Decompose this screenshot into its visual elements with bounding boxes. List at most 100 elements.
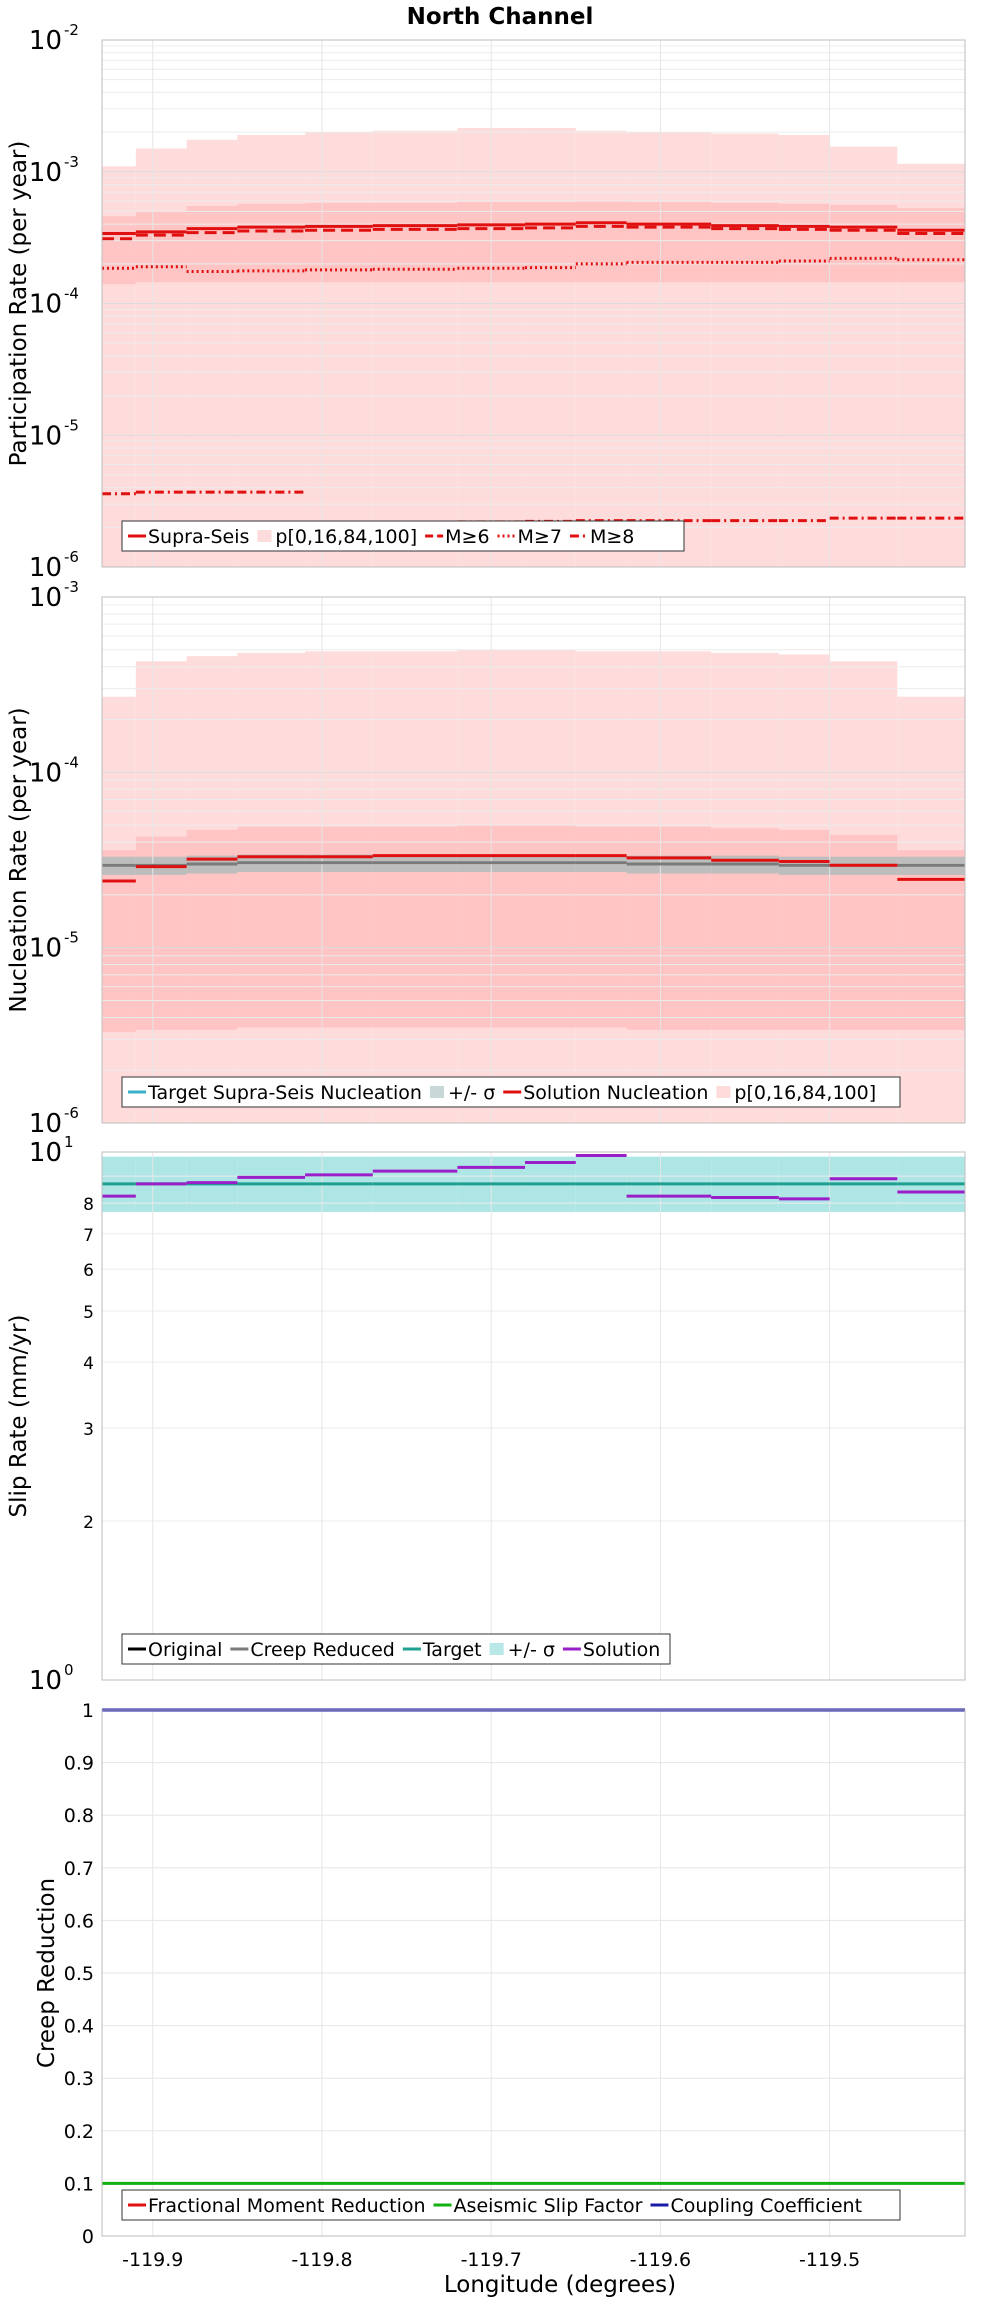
legend-box <box>121 520 685 552</box>
y-tick-exponent: -4 <box>64 753 79 771</box>
legend: Supra-Seis p[0,16,84,100] M≥6 M≥7 M≥8 <box>121 520 685 552</box>
y-tick-label: 0.5 <box>64 1963 94 1985</box>
y-tick-exponent: -3 <box>64 578 79 596</box>
legend-label-0: Original <box>148 1639 222 1661</box>
legend-label-1: Creep Reduced <box>250 1639 394 1661</box>
legend-label-3: +/- σ <box>508 1639 555 1661</box>
x-tick-label: -119.5 <box>799 2249 860 2271</box>
y-tick-label: 10 <box>29 158 62 188</box>
band-0-bin-11 <box>778 135 830 567</box>
band-1-bin-11 <box>778 203 830 283</box>
legend-label-1: p[0,16,84,100] <box>275 526 417 548</box>
legend-label-3: p[0,16,84,100] <box>734 1082 876 1104</box>
band-0-bin-9 <box>626 132 712 567</box>
y-axis-label: Nucleation Rate (per year) <box>6 707 32 1012</box>
legend-label-2: M≥6 <box>445 526 489 548</box>
band-0-bin-2 <box>186 139 238 567</box>
y-tick-label: 10 <box>29 1109 62 1139</box>
legend-label-4: M≥8 <box>590 526 634 548</box>
legend-box <box>121 2189 901 2221</box>
x-tick-label: -119.7 <box>461 2249 522 2271</box>
legend-label-0: Supra-Seis <box>148 526 249 548</box>
y-tick-exponent: -4 <box>64 285 79 303</box>
plot-frame <box>101 1151 966 1681</box>
legend-label-3: M≥7 <box>518 526 562 548</box>
y-axis-label: Creep Reduction <box>34 1878 60 2068</box>
y-tick-label: 10 <box>29 1138 62 1168</box>
y-tick-label: 10 <box>29 758 62 788</box>
y-tick-label: 0.6 <box>64 1910 94 1932</box>
band-1-bin-1 <box>135 211 187 283</box>
y-tick-label: 8 <box>83 1195 94 1215</box>
band-1-bin-0 <box>102 850 136 1033</box>
legend-box <box>121 1633 671 1665</box>
band-1-bin-0 <box>102 216 136 285</box>
y-axis-label: Slip Rate (mm/yr) <box>6 1315 32 1518</box>
legend-label-2: Solution Nucleation <box>523 1082 708 1104</box>
legend-label-2: Target <box>422 1639 482 1661</box>
x-tick-label: -119.8 <box>291 2249 352 2271</box>
band-0-bin-4 <box>305 132 373 567</box>
y-tick-label: 0.8 <box>64 1805 94 1827</box>
y-tick-label: 10 <box>29 553 62 583</box>
y-tick-label: 0.2 <box>64 2121 94 2143</box>
legend-swatch-1 <box>429 1086 444 1098</box>
band-0-bin-10 <box>711 133 779 567</box>
plot-frame <box>101 1709 966 2237</box>
legend-swatch-1 <box>257 530 272 542</box>
y-tick-label: 4 <box>83 1354 94 1374</box>
y-tick-label: 10 <box>29 290 62 320</box>
legend-label-0: Fractional Moment Reduction <box>148 2195 426 2217</box>
band-1-bin-10 <box>711 202 779 283</box>
band-1-bin-9 <box>626 201 712 283</box>
x-axis-label: Longitude (degrees) <box>444 2272 676 2298</box>
legend-label-2: Coupling Coefficient <box>670 2195 862 2217</box>
band-1-bin-8 <box>575 200 627 283</box>
y-tick-label: 10 <box>29 1666 62 1696</box>
y-tick-exponent: -6 <box>64 1104 79 1122</box>
legend: Target Supra-Seis Nucleation +/- σ Solutio… <box>121 1076 901 1108</box>
y-tick-label: 10 <box>29 583 62 613</box>
x-tick-label: -119.9 <box>122 2249 183 2271</box>
y-tick-label: 1 <box>82 1700 94 1722</box>
y-tick-exponent: -6 <box>64 548 79 566</box>
band-1-bin-2 <box>186 205 238 283</box>
y-tick-label: 0 <box>82 2226 94 2248</box>
band-1-bin-13 <box>897 208 965 283</box>
legend-swatch-3 <box>489 1643 504 1655</box>
y-tick-exponent: 0 <box>64 1661 74 1679</box>
y-tick-label: 10 <box>29 934 62 964</box>
band-1-bin-13 <box>897 850 965 1030</box>
band-0-bin-7 <box>525 127 576 567</box>
y-tick-label: 0.7 <box>64 1858 94 1880</box>
legend-label-1: Aseismic Slip Factor <box>454 2195 643 2217</box>
plot-frame <box>101 39 966 568</box>
band-1-bin-3 <box>237 203 306 283</box>
y-axis-label: Participation Rate (per year) <box>6 141 32 467</box>
y-tick-label: 0.1 <box>64 2173 94 2195</box>
chart-title: North Channel <box>407 4 594 30</box>
y-tick-exponent: -5 <box>64 929 79 947</box>
creep-reduction-panel: 0 0.1 0.2 0.3 0.4 0.5 0.6 0.7 0.8 0.9 1 Creep Reduc… <box>34 1700 966 2271</box>
legend: Fractional Moment Reduction Aseismic Slip… <box>121 2189 901 2221</box>
y-tick-label: 10 <box>29 421 62 451</box>
y-tick-label: 10 <box>29 26 62 56</box>
plot-area <box>102 1152 965 1680</box>
y-tick-exponent: -2 <box>64 21 79 39</box>
y-tick-label: 6 <box>83 1261 94 1281</box>
y-tick-exponent: -5 <box>64 416 79 434</box>
y-tick-label: 3 <box>83 1420 94 1440</box>
band-0-bin-5 <box>372 130 458 567</box>
y-tick-label: 0.4 <box>64 2016 94 2038</box>
band-0-bin-3 <box>237 135 306 567</box>
legend-label-4: Solution <box>583 1639 660 1661</box>
y-tick-label: 0.3 <box>64 2068 94 2090</box>
band-0-bin-8 <box>575 130 627 567</box>
y-tick-label: 2 <box>83 1513 94 1533</box>
legend-swatch-3 <box>716 1086 731 1098</box>
y-tick-exponent: -3 <box>64 153 79 171</box>
